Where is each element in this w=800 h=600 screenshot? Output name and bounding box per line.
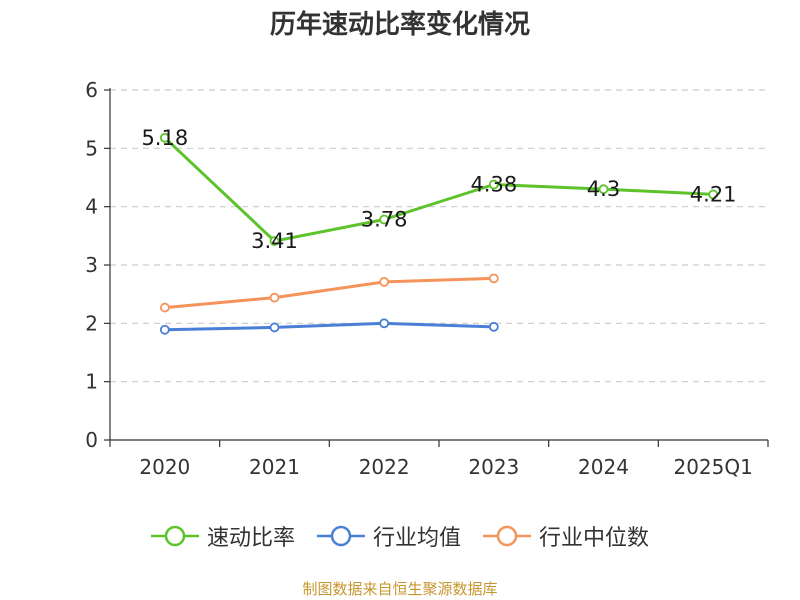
data-point [159, 302, 170, 313]
data-point [159, 324, 170, 335]
series-lines [163, 136, 714, 332]
data-point [488, 179, 499, 190]
y-tick-label: 5 [85, 136, 98, 160]
chart-title: 历年速动比率变化情况 [269, 10, 530, 40]
data-labels: 5.18 3.41 3.78 4.38 4.3 4.21 [141, 126, 736, 253]
data-point [708, 189, 719, 200]
axes: 0 1 2 3 4 5 6 2020 2021 2022 2023 2024 2025Q1 [85, 78, 769, 479]
legend-label: 速动比率 [206, 526, 295, 551]
legend-item-industry-mean[interactable]: 行业均值 [316, 520, 461, 552]
data-point [488, 321, 499, 332]
x-tick-label: 2023 [468, 455, 519, 479]
series-line [164, 276, 494, 310]
data-point [269, 322, 280, 333]
legend-label: 行业均值 [372, 526, 461, 551]
data-label: 5.18 [141, 126, 188, 150]
data-point [379, 214, 390, 225]
x-tick-label: 2024 [578, 455, 629, 479]
y-tick-label: 6 [85, 78, 98, 102]
y-tick-label: 1 [85, 370, 98, 394]
data-label: 4.3 [587, 177, 620, 201]
legend-line-icon [483, 525, 531, 547]
y-tick-label: 2 [85, 311, 98, 335]
y-tick-label: 0 [85, 428, 98, 452]
data-label: 4.38 [470, 173, 517, 197]
x-tick-label: 2020 [139, 455, 190, 479]
legend-item-industry-median[interactable]: 行业中位数 [483, 520, 649, 552]
y-tick-label: 3 [85, 253, 98, 277]
source-note: 制图数据来自恒生聚源数据库 [302, 580, 498, 598]
x-tick-label: 2022 [359, 455, 410, 479]
data-points [159, 132, 719, 335]
series-line [164, 321, 494, 332]
legend-label: 行业中位数 [539, 526, 650, 551]
grid-lines [110, 89, 768, 383]
data-label: 3.41 [251, 229, 298, 253]
x-tick-label: 2021 [249, 455, 300, 479]
data-point [379, 277, 390, 287]
data-point [269, 292, 280, 303]
data-label: 3.78 [361, 208, 408, 232]
y-tick-label: 4 [85, 195, 98, 219]
data-point [598, 184, 609, 195]
x-tick-label: 2025Q1 [673, 455, 752, 479]
data-point [159, 132, 170, 143]
legend-line-icon [150, 525, 199, 547]
legend-item-quick-ratio[interactable]: 速动比率 [150, 520, 295, 552]
data-point [379, 318, 390, 329]
line-chart: 0 1 2 3 4 5 6 2020 2021 2022 2023 2024 2025Q1 5.18 3.… [85, 78, 769, 479]
series-line [163, 136, 714, 243]
data-point [269, 236, 280, 246]
data-label: 4.21 [690, 182, 737, 206]
legend-line-icon [316, 525, 365, 547]
legend: 速动比率 行业均值 行业中位数 [0, 520, 800, 552]
data-point [488, 273, 499, 284]
